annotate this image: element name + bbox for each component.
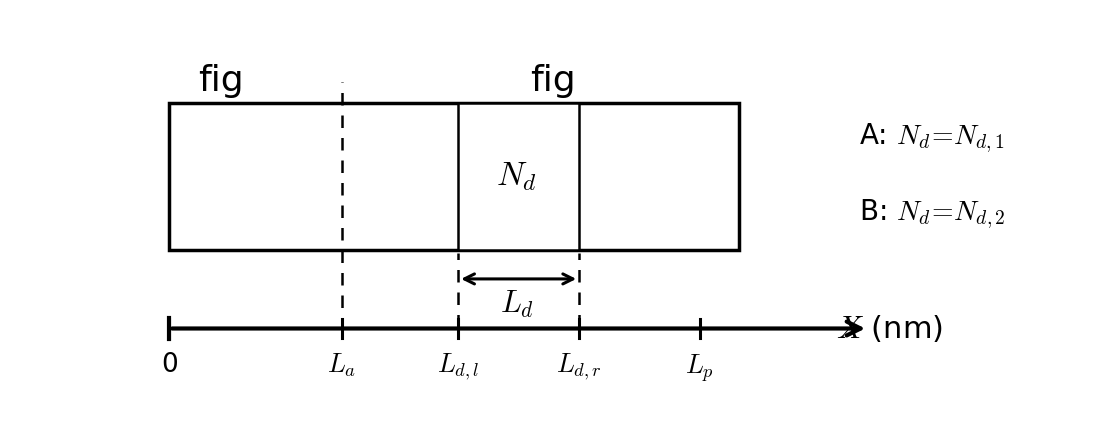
- Text: $L_{d,r}$: $L_{d,r}$: [556, 352, 602, 382]
- Bar: [169, 103, 739, 250]
- Text: fig: fig: [198, 63, 244, 98]
- Text: $L_{d,l}$: $L_{d,l}$: [437, 352, 480, 382]
- Text: $L_d$: $L_d$: [500, 289, 534, 320]
- Text: $L_p$: $L_p$: [686, 352, 715, 384]
- Text: 0: 0: [161, 352, 178, 378]
- Text: $\mathit{X}$ (nm): $\mathit{X}$ (nm): [836, 313, 943, 344]
- Text: $L_a$: $L_a$: [327, 352, 356, 379]
- Text: $N_d$: $N_d$: [496, 160, 538, 193]
- Text: fig: fig: [531, 63, 575, 98]
- Text: B: $N_d\!=\!N_{d,2}$: B: $N_d\!=\!N_{d,2}$: [859, 197, 1006, 231]
- Text: A: $N_d\!=\!N_{d,1}$: A: $N_d\!=\!N_{d,1}$: [859, 122, 1005, 155]
- Bar: [459, 103, 579, 250]
